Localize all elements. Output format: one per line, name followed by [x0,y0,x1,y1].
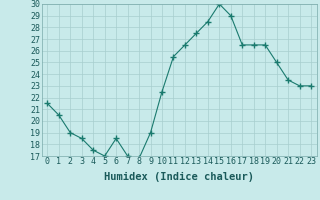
X-axis label: Humidex (Indice chaleur): Humidex (Indice chaleur) [104,172,254,182]
